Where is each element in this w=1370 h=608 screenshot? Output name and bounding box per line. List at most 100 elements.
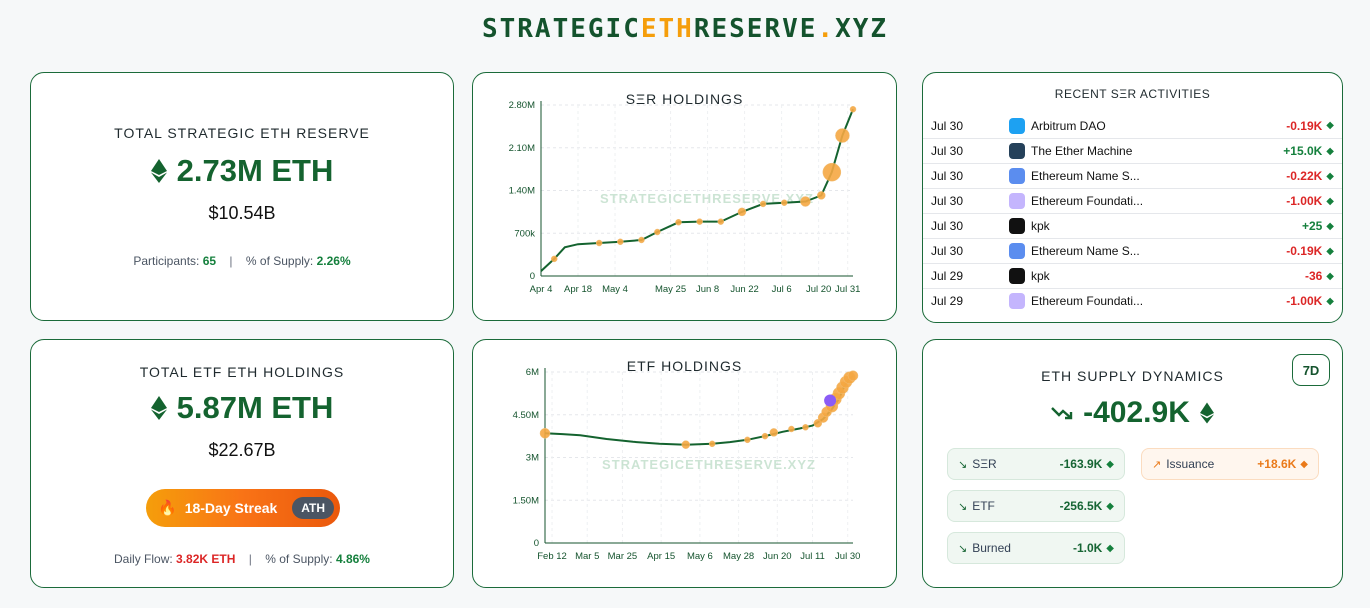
activity-row[interactable]: Jul 30 The Ether Machine +15.0K ◆ — [923, 138, 1342, 163]
etf-supply-label: % of Supply: — [265, 552, 333, 566]
trend-up-icon: ↗ — [1152, 458, 1162, 471]
x-tick-label: Jul 11 — [800, 551, 825, 562]
period-7d-button[interactable]: 7D — [1292, 354, 1330, 386]
supply-burned-pill[interactable]: ↘ Burned -1.0K ◆ — [947, 532, 1125, 564]
activity-date: Jul 29 — [931, 269, 964, 283]
x-tick-label: Mar 5 — [575, 551, 599, 562]
trend-down-icon: ↘ — [958, 500, 968, 513]
y-tick-label: 700k — [514, 228, 535, 239]
y-tick-label: 2.10M — [509, 143, 535, 154]
activity-participant: Ethereum Foundati... — [1031, 194, 1144, 208]
activity-amount: -1.00K — [1286, 294, 1323, 308]
data-point — [835, 128, 850, 143]
trend-down-icon: ↘ — [958, 458, 968, 471]
series-line — [544, 374, 854, 446]
recent-activities-card: RECENT SΞR ACTIVITIES Jul 30 Arbitrum DAO… — [922, 72, 1343, 323]
eth-icon: ◆ — [1326, 170, 1334, 182]
activities-list[interactable]: Jul 30 Arbitrum DAO -0.19K ◆ Jul 30 The Ether… — [923, 113, 1342, 313]
eth-diamond-icon — [1199, 402, 1214, 424]
etf-holdings-chart-card: ETF HOLDINGS 0 1.50M 3M 4.50M 6M Feb 12 Mar 5 M… — [472, 339, 897, 588]
x-tick-label: Jul 30 — [835, 551, 860, 562]
supply-ser-label: SΞR — [972, 457, 997, 471]
etf-holdings-chart[interactable]: 0 1.50M 3M 4.50M 6M Feb 12 Mar 5 Mar 25 Apr 15 Ma… — [473, 340, 898, 589]
meta-separator: | — [248, 552, 252, 566]
supply-issuance-pill[interactable]: ↗ Issuance +18.6K ◆ — [1141, 448, 1319, 480]
data-point — [759, 200, 767, 208]
daily-flow-value: 3.82K ETH — [176, 552, 236, 566]
ser-holdings-chart[interactable]: 0 700k 1.40M 2.10M 2.80M Apr 4 Apr 18 May 4 May … — [473, 73, 898, 322]
y-tick-label: 0 — [530, 271, 535, 282]
data-point — [800, 196, 811, 207]
activity-date: Jul 30 — [931, 118, 964, 133]
activity-date: Jul 30 — [931, 144, 964, 158]
ser-supply-label: % of Supply: — [245, 254, 314, 268]
supply-ser-value: -163.9K — [1059, 457, 1103, 471]
supply-burned-label: Burned — [972, 541, 1011, 555]
x-tick-label: Jun 22 — [730, 284, 759, 295]
x-tick-label: Jul 31 — [835, 284, 860, 295]
eth-icon: ◆ — [1326, 195, 1334, 207]
eth-diamond-icon — [150, 159, 167, 183]
data-point — [788, 425, 795, 433]
activity-amount: +15.0K — [1283, 144, 1323, 158]
supply-issuance-label: Issuance — [1166, 457, 1215, 471]
ser-total-title: TOTAL STRATEGIC ETH RESERVE — [114, 125, 370, 141]
supply-title: ETH SUPPLY DYNAMICS — [1041, 368, 1224, 384]
x-tick-label: Mar 25 — [608, 551, 638, 562]
chart-watermark: STRATEGICETHRESERVE.XYZ — [602, 457, 816, 472]
activity-participant: Ethereum Name S... — [1031, 169, 1140, 183]
activity-row[interactable]: Jul 30 Ethereum Foundati... -1.00K ◆ — [923, 188, 1342, 213]
activity-row[interactable]: Jul 29 kpk -36 ◆ — [923, 263, 1342, 288]
streak-badge[interactable]: 🔥 18-Day Streak ATH — [146, 489, 340, 527]
data-point — [822, 162, 842, 182]
activity-amount: -0.19K — [1286, 244, 1323, 258]
activity-row[interactable]: Jul 30 Ethereum Name S... -0.19K ◆ — [923, 238, 1342, 263]
participant-logo-icon — [1009, 243, 1025, 259]
activity-amount: -1.00K — [1286, 194, 1323, 208]
x-tick-label: Feb 12 — [537, 551, 567, 562]
x-tick-label: May 28 — [723, 551, 754, 562]
logo-part-reserve: RESERVE — [693, 14, 818, 44]
etf-supply-value: 4.86% — [335, 552, 370, 566]
supply-ser-pill[interactable]: ↘ SΞR -163.9K ◆ — [947, 448, 1125, 480]
y-tick-label: 4.50M — [513, 410, 539, 421]
data-point — [617, 238, 624, 246]
data-point — [717, 218, 725, 225]
logo-part-strategic: STRATEGIC — [481, 14, 641, 44]
eth-icon: ◆ — [1300, 458, 1308, 470]
ser-chart-title: SΞR HOLDINGS — [625, 91, 744, 107]
logo-dot: . — [817, 14, 836, 44]
activity-row[interactable]: Jul 30 kpk +25 ◆ — [923, 213, 1342, 238]
ser-total-usd: $10.54B — [208, 203, 276, 223]
participants-value: 65 — [202, 254, 217, 268]
site-logo[interactable]: STRATEGICETHRESERVE.XYZ — [0, 14, 1370, 44]
supply-burned-value: -1.0K — [1072, 541, 1103, 555]
x-tick-label: May 4 — [602, 284, 628, 295]
x-tick-label: Jun 8 — [696, 284, 719, 295]
activity-date: Jul 30 — [931, 244, 964, 258]
x-tick-label: Apr 4 — [530, 284, 553, 295]
daily-flow-label: Daily Flow: — [114, 552, 173, 566]
logo-part-xyz: XYZ — [835, 14, 889, 44]
x-tick-label: Apr 15 — [647, 551, 675, 562]
eth-diamond-icon — [150, 396, 167, 420]
activity-row[interactable]: Jul 30 Ethereum Name S... -0.22K ◆ — [923, 163, 1342, 188]
supply-etf-pill[interactable]: ↘ ETF -256.5K ◆ — [947, 490, 1125, 522]
etf-total-amount: 5.87M ETH — [176, 390, 334, 425]
data-point — [847, 370, 859, 381]
data-point — [802, 424, 809, 431]
ser-holdings-chart-card: SΞR HOLDINGS 0 700k 1.40M 2.10M 2.80M Apr 4 Ap… — [472, 72, 897, 321]
data-point — [817, 191, 826, 200]
y-tick-label: 6M — [526, 367, 539, 378]
participant-logo-icon — [1009, 268, 1025, 284]
data-point — [550, 255, 558, 263]
activity-row[interactable]: Jul 29 Ethereum Foundati... -1.00K ◆ — [923, 288, 1342, 313]
y-tick-label: 1.50M — [513, 495, 539, 506]
activity-row[interactable]: Jul 30 Arbitrum DAO -0.19K ◆ — [923, 113, 1342, 138]
supply-total-row: -402.9K — [923, 396, 1342, 430]
activity-date: Jul 30 — [931, 169, 964, 183]
activity-amount: +25 — [1301, 219, 1323, 233]
data-point — [744, 436, 751, 444]
x-tick-label: May 6 — [687, 551, 713, 562]
etf-total-amount-row: 5.87M ETH — [31, 390, 453, 426]
